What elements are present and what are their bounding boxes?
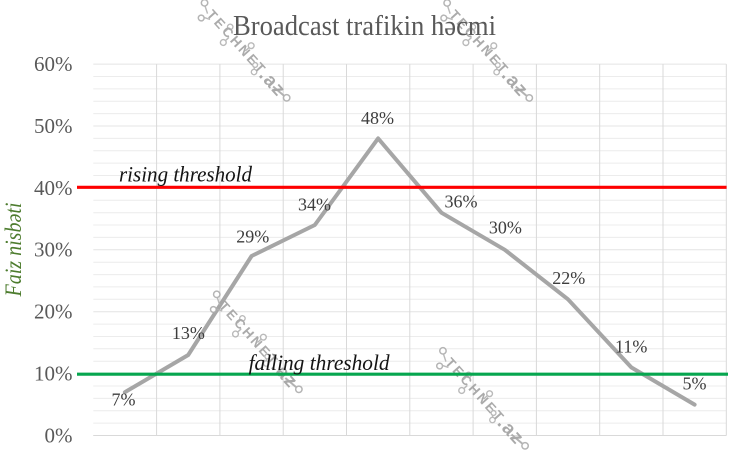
svg-text:Broadcast trafikin həcmi: Broadcast trafikin həcmi bbox=[233, 11, 496, 42]
svg-text:falling threshold: falling threshold bbox=[249, 350, 391, 375]
svg-text:50%: 50% bbox=[34, 114, 73, 138]
svg-text:5%: 5% bbox=[683, 374, 707, 394]
svg-text:36%: 36% bbox=[445, 192, 478, 212]
svg-text:22%: 22% bbox=[552, 268, 585, 288]
svg-text:11%: 11% bbox=[615, 337, 647, 357]
svg-text:Faiz nisbəti: Faiz nisbəti bbox=[1, 203, 26, 298]
svg-text:30%: 30% bbox=[34, 238, 73, 262]
svg-text:13%: 13% bbox=[172, 323, 205, 343]
svg-text:48%: 48% bbox=[361, 108, 394, 128]
svg-text:60%: 60% bbox=[34, 52, 73, 76]
svg-text:rising threshold: rising threshold bbox=[119, 162, 253, 187]
svg-text:30%: 30% bbox=[489, 218, 522, 238]
svg-text:0%: 0% bbox=[45, 423, 73, 447]
svg-text:10%: 10% bbox=[34, 362, 73, 386]
svg-text:20%: 20% bbox=[34, 300, 73, 324]
svg-text:7%: 7% bbox=[112, 390, 136, 410]
svg-text:40%: 40% bbox=[34, 176, 73, 200]
svg-text:34%: 34% bbox=[298, 195, 331, 215]
svg-text:29%: 29% bbox=[236, 227, 269, 247]
